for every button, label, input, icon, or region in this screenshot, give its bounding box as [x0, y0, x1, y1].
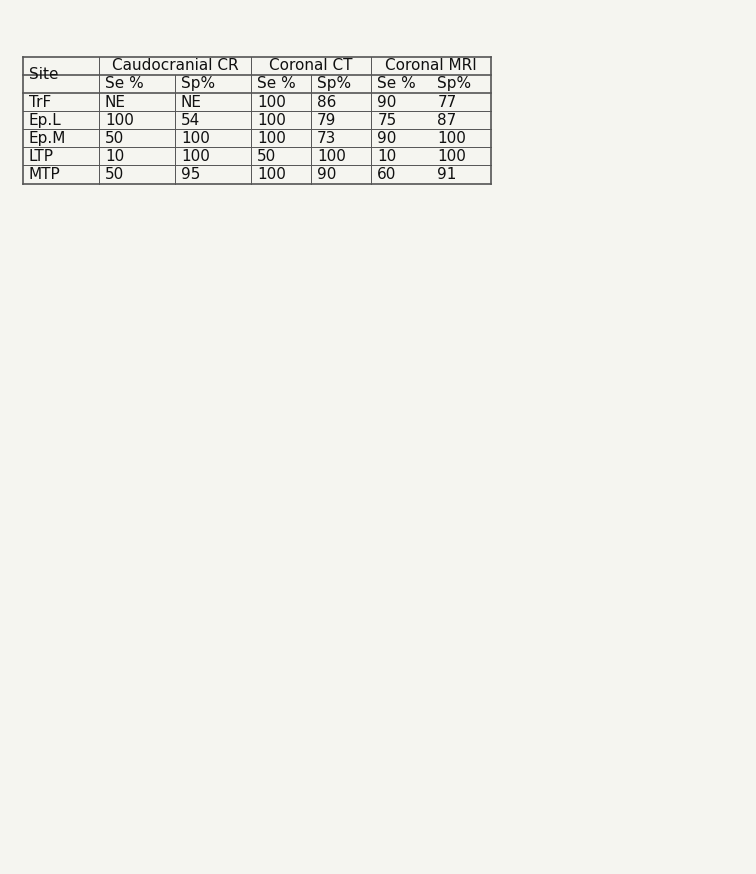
Text: 100: 100 [105, 113, 134, 128]
Text: 54: 54 [181, 113, 200, 128]
Text: 90: 90 [377, 94, 397, 109]
Text: 100: 100 [318, 149, 346, 164]
Text: 50: 50 [105, 167, 124, 182]
Text: MTP: MTP [29, 167, 60, 182]
Text: 100: 100 [257, 167, 286, 182]
Text: 90: 90 [377, 131, 397, 146]
Text: 95: 95 [181, 167, 200, 182]
Text: Sp%: Sp% [318, 76, 352, 92]
Text: Se %: Se % [257, 76, 296, 92]
Text: 79: 79 [318, 113, 336, 128]
Text: 50: 50 [105, 131, 124, 146]
Text: NE: NE [105, 94, 125, 109]
Text: Ep.M: Ep.M [29, 131, 66, 146]
Text: Coronal CT: Coronal CT [269, 59, 353, 73]
Text: Sp%: Sp% [181, 76, 215, 92]
Text: LTP: LTP [29, 149, 54, 164]
Text: Se %: Se % [377, 76, 416, 92]
Text: Sp%: Sp% [438, 76, 472, 92]
Text: 100: 100 [257, 94, 286, 109]
Text: 75: 75 [377, 113, 396, 128]
Text: 100: 100 [181, 131, 210, 146]
Text: 87: 87 [438, 113, 457, 128]
Text: 10: 10 [105, 149, 124, 164]
Text: 100: 100 [257, 113, 286, 128]
Text: 60: 60 [377, 167, 397, 182]
Text: TrF: TrF [29, 94, 51, 109]
Text: 77: 77 [438, 94, 457, 109]
Text: Site: Site [29, 67, 58, 82]
Text: Coronal MRI: Coronal MRI [386, 59, 477, 73]
Text: 91: 91 [438, 167, 457, 182]
Text: 100: 100 [257, 131, 286, 146]
Text: 100: 100 [438, 131, 466, 146]
Text: 10: 10 [377, 149, 396, 164]
Text: NE: NE [181, 94, 202, 109]
Text: 73: 73 [318, 131, 336, 146]
Text: Ep.L: Ep.L [29, 113, 61, 128]
Text: Caudocranial CR: Caudocranial CR [112, 59, 238, 73]
Text: 50: 50 [257, 149, 277, 164]
Text: 100: 100 [181, 149, 210, 164]
Text: 86: 86 [318, 94, 336, 109]
Text: 100: 100 [438, 149, 466, 164]
Text: 90: 90 [318, 167, 336, 182]
Text: Se %: Se % [105, 76, 144, 92]
